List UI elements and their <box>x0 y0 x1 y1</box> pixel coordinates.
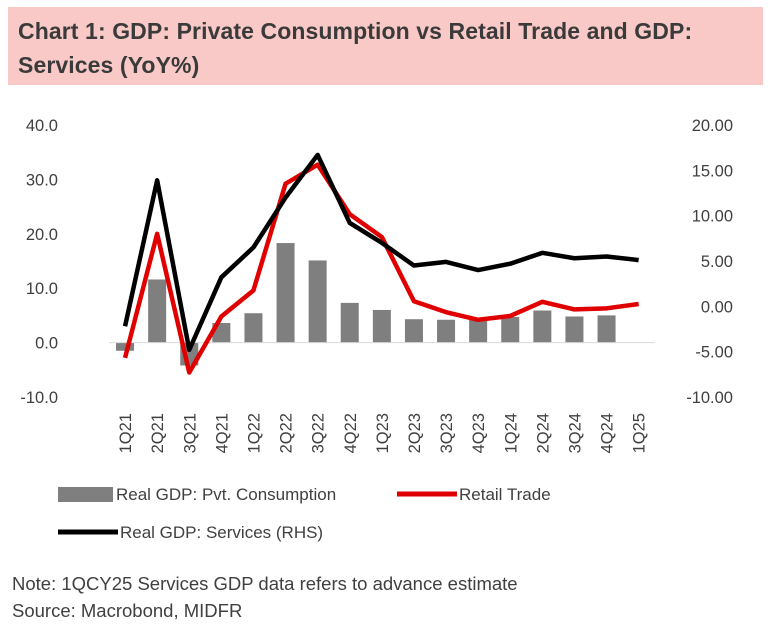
left-tick-label: 10.0 <box>26 280 58 298</box>
bar-3Q23 <box>437 319 456 343</box>
bar-4Q23 <box>469 318 488 343</box>
bar-4Q22 <box>340 302 359 343</box>
chart-title-box: Chart 1: GDP: Private Consumption vs Ret… <box>8 7 763 85</box>
footer-source: Source: Macrobond, MIDFR <box>12 600 243 621</box>
x-tick-label: 2Q21 <box>149 413 167 453</box>
bar-2Q23 <box>404 319 423 343</box>
left-tick-label: -10.0 <box>20 389 58 407</box>
x-tick-label: 3Q22 <box>310 413 328 453</box>
x-tick-label: 3Q23 <box>438 413 456 453</box>
left-tick-label: 20.0 <box>26 226 58 244</box>
line-series-group <box>122 152 639 375</box>
left-tick-label: 0.0 <box>35 335 58 353</box>
x-tick-label: 4Q23 <box>470 413 488 453</box>
left-tick-label: 30.0 <box>26 171 58 189</box>
legend-label-services: Real GDP: Services (RHS) <box>120 523 323 542</box>
bar-2Q24 <box>533 310 552 343</box>
footer-note: Note: 1QCY25 Services GDP data refers to… <box>12 573 518 594</box>
x-tick-label: 2Q23 <box>406 413 424 453</box>
x-tick-label: 4Q21 <box>213 413 231 453</box>
right-tick-label: -5.00 <box>695 344 733 362</box>
legend-label-pvt-consumption: Real GDP: Pvt. Consumption <box>116 485 336 504</box>
x-tick-label: 3Q21 <box>181 413 199 453</box>
bar-series-pvt-consumption <box>116 243 616 366</box>
x-tick-label: 1Q25 <box>631 413 649 453</box>
line-retail-trade <box>122 162 639 375</box>
bar-1Q21 <box>116 342 135 351</box>
x-tick-label: 1Q22 <box>245 413 263 453</box>
bar-3Q24 <box>565 316 584 343</box>
bar-4Q24 <box>597 315 616 343</box>
right-tick-label: -10.00 <box>686 389 733 407</box>
legend-label-retail-trade: Retail Trade <box>459 485 551 504</box>
legend-swatch-bar <box>58 487 113 502</box>
x-tick-label: 4Q24 <box>599 413 617 453</box>
x-tick-label: 1Q24 <box>502 413 520 453</box>
x-axis-ticks: 1Q21 2Q21 3Q21 4Q21 1Q22 2Q22 3Q22 4Q22 1Q23 2Q23… <box>117 413 649 453</box>
x-tick-label: 2Q24 <box>534 413 552 453</box>
right-tick-label: 15.00 <box>692 162 733 180</box>
right-tick-label: 5.00 <box>701 253 733 271</box>
left-tick-label: 40.0 <box>26 117 58 135</box>
left-axis-ticks: 40.0 30.0 20.0 10.0 0.0 -10.0 <box>20 117 58 407</box>
x-tick-label: 2Q22 <box>278 413 296 453</box>
line-real-gdp-services-rhs <box>122 152 639 353</box>
x-tick-label: 1Q23 <box>374 413 392 453</box>
bar-1Q22 <box>244 313 263 343</box>
right-tick-label: 10.00 <box>692 208 733 226</box>
right-tick-label: 20.00 <box>692 117 733 135</box>
bar-1Q23 <box>372 309 391 343</box>
x-tick-label: 1Q21 <box>117 413 135 453</box>
chart-title: Chart 1: GDP: Private Consumption vs Ret… <box>18 18 693 78</box>
bar-2Q21 <box>148 279 167 343</box>
bar-2Q22 <box>276 243 295 343</box>
bar-3Q22 <box>308 260 327 343</box>
bar-1Q24 <box>501 317 520 343</box>
x-tick-label: 3Q24 <box>566 413 584 453</box>
right-axis-ticks: 20.00 15.00 10.00 5.00 0.00 -5.00 -10.00 <box>686 117 733 407</box>
right-tick-label: 0.00 <box>701 298 733 316</box>
x-tick-label: 4Q22 <box>342 413 360 453</box>
